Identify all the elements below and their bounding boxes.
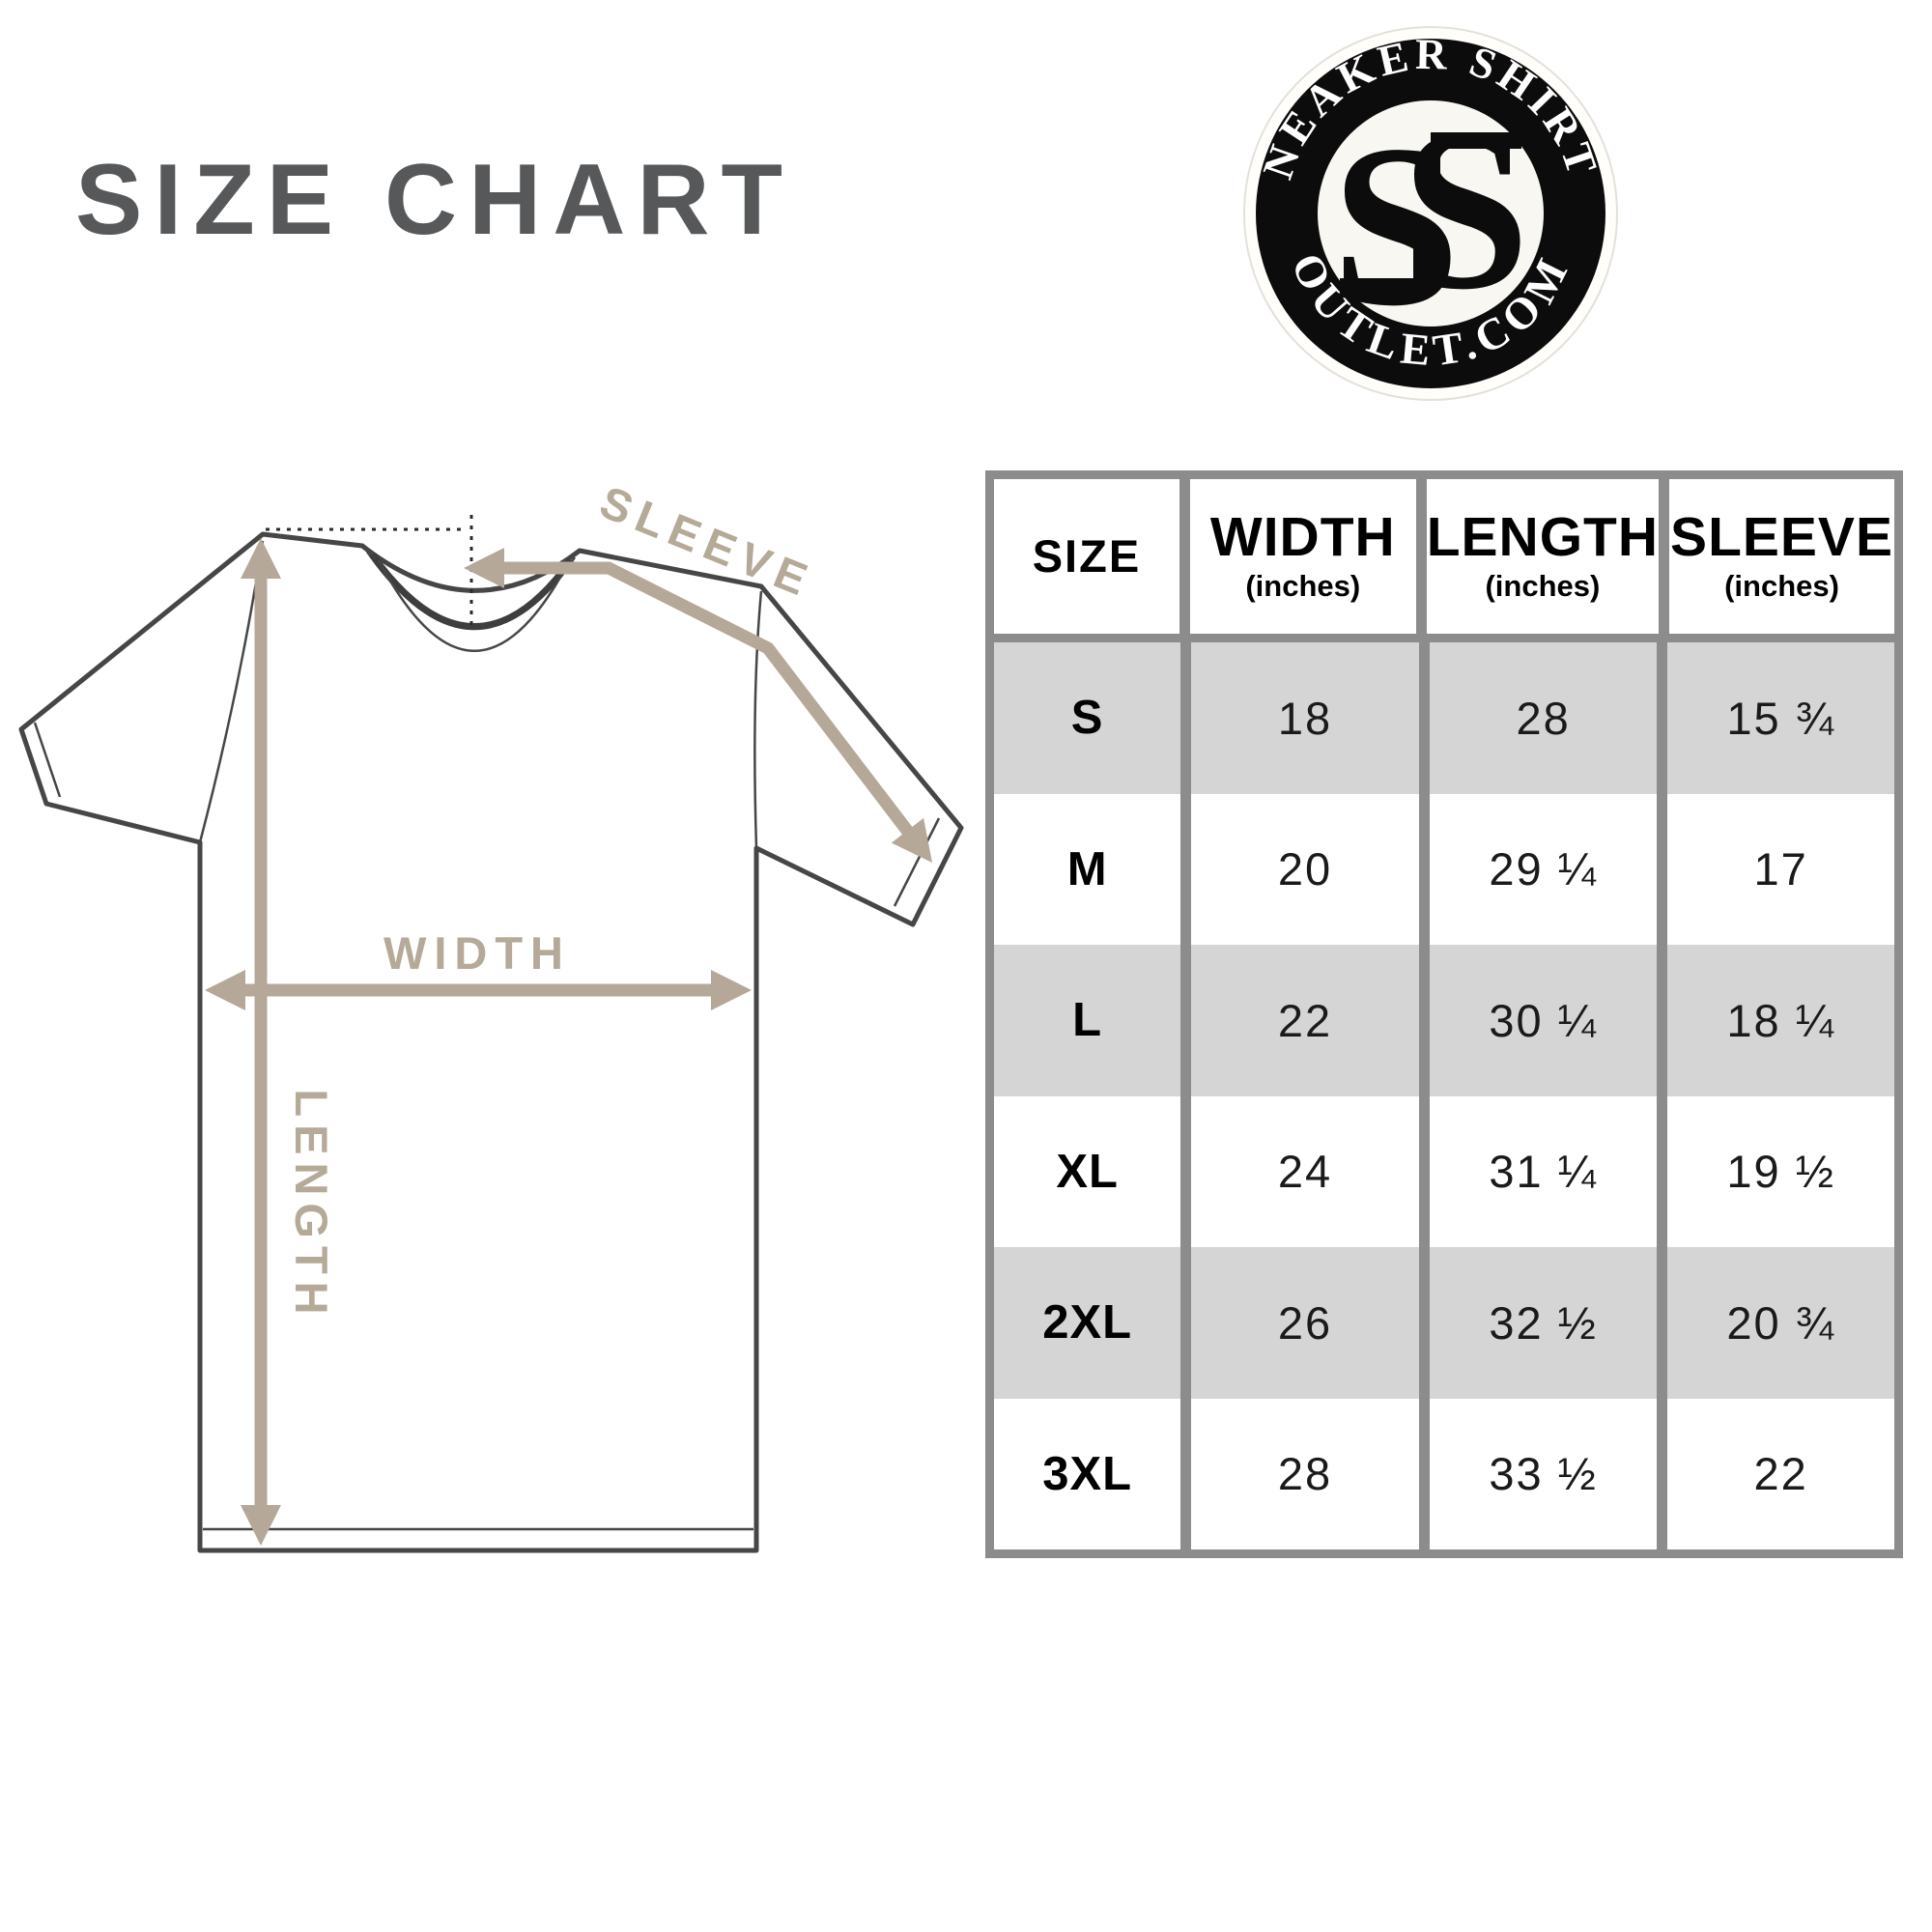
table-row-2xl: 2XL 26 32 ½ 20 ¾ xyxy=(994,1247,1894,1399)
header-cell-length: LENGTH (inches) xyxy=(1426,479,1660,634)
header-label: SLEEVE xyxy=(1670,506,1893,569)
tshirt-diagram-svg: LENGTH WIDTH SLEEVE xyxy=(18,475,964,1553)
sleeve-arrow-head-right xyxy=(891,817,932,863)
width-cell: 20 xyxy=(1191,793,1419,945)
sleeve-cell: 19 ½ xyxy=(1667,1095,1894,1247)
header-cell-sleeve: SLEEVE (inches) xyxy=(1669,479,1894,634)
tshirt-outline xyxy=(18,531,964,1553)
length-label: LENGTH xyxy=(286,1089,337,1321)
size-cell: 2XL xyxy=(994,1247,1181,1399)
right-cuff-seam xyxy=(893,817,941,907)
width-cell: 22 xyxy=(1191,945,1419,1096)
table-row-xl: XL 24 31 ¼ 19 ½ xyxy=(994,1095,1894,1247)
width-cell: 28 xyxy=(1191,1398,1419,1549)
header-cell-size: SIZE xyxy=(994,479,1179,634)
width-cell: 18 xyxy=(1191,642,1419,794)
page-title: SIZE CHART xyxy=(75,144,794,256)
size-cell: S xyxy=(994,642,1181,794)
length-cell: 31 ¼ xyxy=(1429,1095,1658,1247)
size-table-body: S 18 28 15 ¾ M 20 29 ¼ 17 L 22 30 ¼ 18 ¼… xyxy=(994,642,1894,1549)
size-cell: L xyxy=(994,945,1181,1096)
width-label: WIDTH xyxy=(384,927,571,979)
monogram-top-bar xyxy=(1431,132,1521,149)
header-cell-width: WIDTH (inches) xyxy=(1189,479,1416,634)
length-arrow-head-down xyxy=(241,1505,281,1546)
header-unit: (inches) xyxy=(1245,568,1361,603)
header-unit: (inches) xyxy=(1485,568,1601,603)
ss-monogram: S S xyxy=(1331,80,1529,354)
length-cell: 33 ½ xyxy=(1429,1398,1658,1549)
width-cell: 24 xyxy=(1191,1095,1419,1247)
logo-inner-circle xyxy=(1318,100,1544,327)
length-cell: 32 ½ xyxy=(1429,1247,1658,1399)
sleeve-cell: 22 xyxy=(1667,1398,1894,1549)
width-cell: 26 xyxy=(1191,1247,1419,1399)
sleeve-arrow-head-left xyxy=(464,548,504,588)
table-row-s: S 18 28 15 ¾ xyxy=(994,642,1894,794)
right-shoulder-seam xyxy=(753,590,763,849)
size-table: SIZE WIDTH (inches) LENGTH (inches) SLEE… xyxy=(985,470,1903,1558)
sleeve-cell: 18 ¼ xyxy=(1667,945,1894,1096)
brand-logo-svg: SNEAKER SHIRTS OUTLET.COM S S xyxy=(1227,0,1618,401)
length-cell: 30 ¼ xyxy=(1429,945,1658,1096)
length-arrow-head-up xyxy=(241,538,281,579)
header-label: WIDTH xyxy=(1209,506,1396,569)
sleeve-cell: 20 ¾ xyxy=(1667,1247,1894,1399)
sleeve-arrow-shaft xyxy=(496,561,914,836)
length-cell: 29 ¼ xyxy=(1429,793,1658,945)
size-table-header: SIZE WIDTH (inches) LENGTH (inches) SLEE… xyxy=(994,479,1894,634)
header-unit: (inches) xyxy=(1724,568,1839,603)
brand-logo: SNEAKER SHIRTS OUTLET.COM S S xyxy=(1227,0,1620,403)
tshirt-diagram: LENGTH WIDTH SLEEVE xyxy=(0,406,976,1613)
monogram-s-right: S xyxy=(1401,80,1529,337)
size-cell: M xyxy=(994,793,1181,945)
size-cell: XL xyxy=(994,1095,1181,1247)
left-cuff-seam xyxy=(33,722,62,798)
table-row-3xl: 3XL 28 33 ½ 22 xyxy=(994,1398,1894,1549)
size-cell: 3XL xyxy=(994,1398,1181,1549)
sleeve-cell: 15 ¾ xyxy=(1667,642,1894,794)
length-cell: 28 xyxy=(1429,642,1658,794)
collar-inner-edge xyxy=(369,552,574,630)
collar-bottom-seam xyxy=(377,559,569,652)
header-label: LENGTH xyxy=(1426,506,1660,569)
table-row-l: L 22 30 ¼ 18 ¼ xyxy=(994,945,1894,1096)
header-label: SIZE xyxy=(1032,530,1142,582)
sleeve-cell: 17 xyxy=(1667,793,1894,945)
monogram-bottom-bar xyxy=(1340,278,1431,295)
width-arrow-head-right xyxy=(711,970,752,1010)
width-arrow-head-left xyxy=(205,970,245,1010)
table-row-m: M 20 29 ¼ 17 xyxy=(994,793,1894,945)
